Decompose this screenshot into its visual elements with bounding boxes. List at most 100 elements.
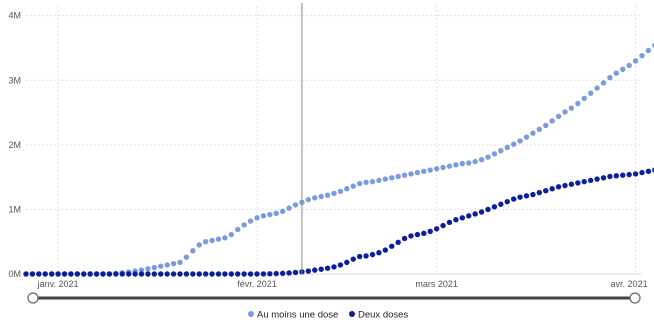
data-point — [68, 271, 74, 277]
data-point — [209, 271, 215, 277]
data-point — [510, 141, 517, 147]
data-point — [356, 180, 363, 187]
data-point — [209, 237, 215, 244]
series-deux-doses — [23, 167, 654, 277]
data-point — [581, 95, 587, 102]
data-point — [639, 53, 645, 59]
data-point — [478, 209, 485, 215]
data-point — [517, 138, 523, 144]
legend-marker — [349, 311, 355, 317]
data-point — [81, 271, 87, 277]
data-point — [446, 219, 453, 226]
data-point — [177, 259, 183, 266]
data-point — [93, 271, 100, 277]
data-point — [305, 268, 312, 274]
data-point — [292, 202, 299, 208]
data-point — [607, 173, 613, 180]
data-point — [575, 100, 581, 107]
data-point — [228, 271, 235, 277]
data-point — [350, 256, 356, 262]
data-point — [202, 239, 209, 245]
data-point — [119, 271, 125, 277]
x-tick-label: mars 2021 — [415, 279, 458, 289]
data-point — [74, 271, 81, 277]
data-point — [158, 263, 164, 269]
data-point — [29, 271, 36, 277]
data-point — [555, 184, 562, 190]
y-axis: 0M 1M 2M 3M 4M — [8, 11, 21, 279]
data-point — [344, 259, 350, 266]
series-layer — [23, 42, 654, 277]
data-point — [132, 271, 138, 277]
x-tick-label: janv. 2021 — [37, 279, 79, 289]
data-point — [472, 211, 478, 217]
data-point — [235, 271, 241, 277]
data-point — [440, 222, 446, 229]
data-point — [620, 66, 626, 72]
data-point — [183, 271, 190, 277]
data-point — [190, 248, 196, 254]
range-slider-end-handle[interactable] — [629, 292, 641, 304]
data-point — [363, 253, 369, 259]
data-point — [273, 270, 279, 277]
range-slider[interactable] — [27, 292, 641, 304]
data-point — [292, 269, 299, 276]
data-point — [376, 249, 382, 256]
data-point — [196, 271, 202, 277]
data-point — [408, 171, 414, 177]
data-point — [466, 160, 472, 166]
data-point — [324, 265, 331, 271]
legend-marker — [248, 311, 254, 317]
data-point — [312, 267, 318, 273]
data-point — [600, 175, 607, 181]
data-point — [421, 168, 427, 175]
data-point — [61, 271, 68, 277]
data-point — [485, 154, 491, 160]
data-point — [260, 271, 267, 277]
y-tick-label: 3M — [8, 75, 21, 85]
legend: Au moins une dose Deux doses — [248, 310, 408, 321]
data-point — [581, 178, 587, 185]
data-point — [433, 226, 440, 232]
data-point — [562, 182, 568, 189]
y-tick-label: 4M — [8, 11, 21, 21]
data-point — [568, 105, 575, 111]
data-point — [408, 233, 414, 239]
data-point — [517, 194, 523, 200]
data-point — [587, 90, 594, 96]
data-point — [491, 151, 498, 157]
data-point — [510, 196, 517, 202]
data-point — [331, 190, 337, 196]
data-point — [267, 211, 273, 218]
data-point — [318, 266, 324, 272]
data-point — [440, 164, 446, 171]
data-point — [100, 271, 106, 277]
data-point — [267, 271, 273, 277]
range-slider-start-handle[interactable] — [27, 292, 39, 304]
data-point — [504, 198, 510, 205]
data-point — [273, 210, 279, 216]
data-point — [350, 183, 356, 189]
data-point — [543, 187, 549, 194]
data-point — [145, 271, 151, 277]
y-tick-label: 0M — [8, 269, 21, 279]
data-point — [106, 271, 113, 277]
series-au-moins-une-dose — [23, 42, 654, 277]
data-point — [523, 193, 530, 199]
data-point — [536, 189, 543, 196]
data-point — [632, 58, 639, 64]
data-point — [215, 236, 222, 242]
data-point — [222, 271, 228, 277]
data-point — [459, 160, 466, 167]
data-point — [523, 134, 530, 140]
data-point — [549, 186, 555, 192]
data-point — [446, 163, 453, 169]
data-point — [594, 176, 600, 182]
data-point — [504, 144, 510, 151]
data-point — [113, 271, 119, 277]
legend-label: Deux doses — [358, 310, 408, 321]
data-point — [312, 195, 318, 201]
data-point — [594, 85, 600, 91]
data-point — [478, 157, 485, 163]
x-axis: janv. 2021 févr. 2021 mars 2021 avr. 2021 — [37, 279, 648, 289]
